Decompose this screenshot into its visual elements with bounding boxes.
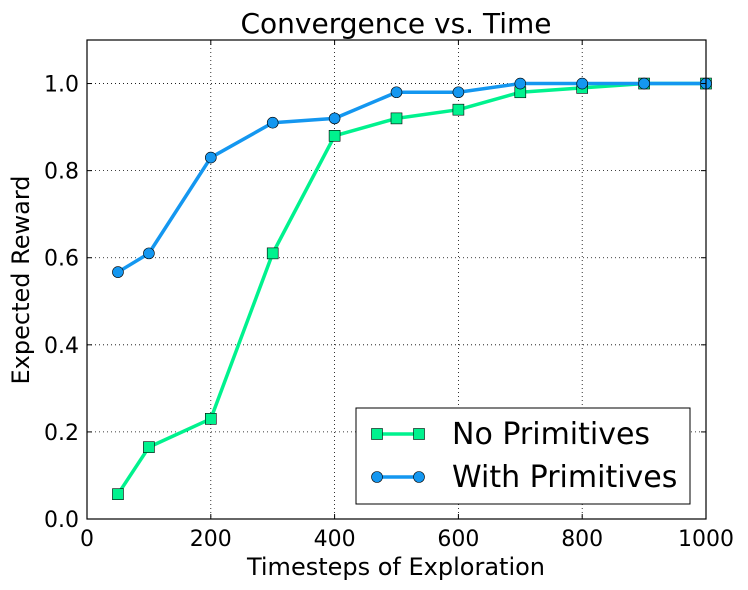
series (112, 77, 712, 500)
y-tick-label: 0.0 (44, 508, 79, 533)
data-point (266, 116, 279, 129)
legend-marker (413, 428, 425, 440)
data-point (205, 413, 217, 425)
legend-entry: With Primitives (371, 460, 677, 495)
y-tick-label: 0.8 (44, 160, 79, 185)
data-point (143, 247, 155, 260)
data-point (452, 86, 465, 99)
y-tick-label: 1.0 (44, 73, 79, 98)
legend-marker (413, 471, 425, 483)
data-point (390, 112, 403, 125)
x-tick-label: 0 (80, 527, 94, 552)
y-tick-label: 0.4 (44, 334, 79, 359)
x-tick-label: 600 (437, 527, 479, 552)
x-tick-label: 1000 (678, 527, 734, 552)
x-tick-label: 200 (190, 527, 232, 552)
data-point (266, 247, 279, 260)
series-line (117, 81, 706, 274)
data-point (390, 86, 403, 99)
x-tick-label: 800 (561, 527, 603, 552)
data-point (514, 77, 527, 90)
y-axis-label: Expected Reward (7, 176, 35, 385)
data-point (576, 77, 589, 90)
x-tick-label: 400 (314, 527, 356, 552)
legend-marker (371, 471, 383, 483)
data-point (112, 266, 124, 278)
x-axis-label: Timesteps of Exploration (246, 553, 545, 581)
legend-entry: No Primitives (371, 417, 650, 452)
data-point (143, 441, 155, 453)
ticks: 0 200 400 600 800 1000 0.0 0.2 0.4 0.6 0.8 1.0 (44, 40, 734, 552)
chart-title: Convergence vs. Time (241, 7, 552, 40)
legend-label: No Primitives (452, 417, 650, 452)
series-1 (112, 77, 712, 278)
legend-box (355, 407, 691, 505)
legend: No Primitives With Primitives (355, 407, 691, 505)
data-point (205, 151, 217, 164)
data-point (328, 130, 341, 142)
legend-label: With Primitives (452, 460, 677, 495)
data-point (328, 112, 341, 125)
data-point (638, 77, 650, 90)
legend-marker (371, 428, 383, 440)
y-tick-label: 0.6 (44, 247, 79, 272)
y-tick-label: 0.2 (44, 421, 79, 446)
data-point (112, 488, 124, 500)
series-0 (112, 77, 712, 500)
data-point (452, 103, 465, 116)
plot-frame (86, 39, 707, 520)
